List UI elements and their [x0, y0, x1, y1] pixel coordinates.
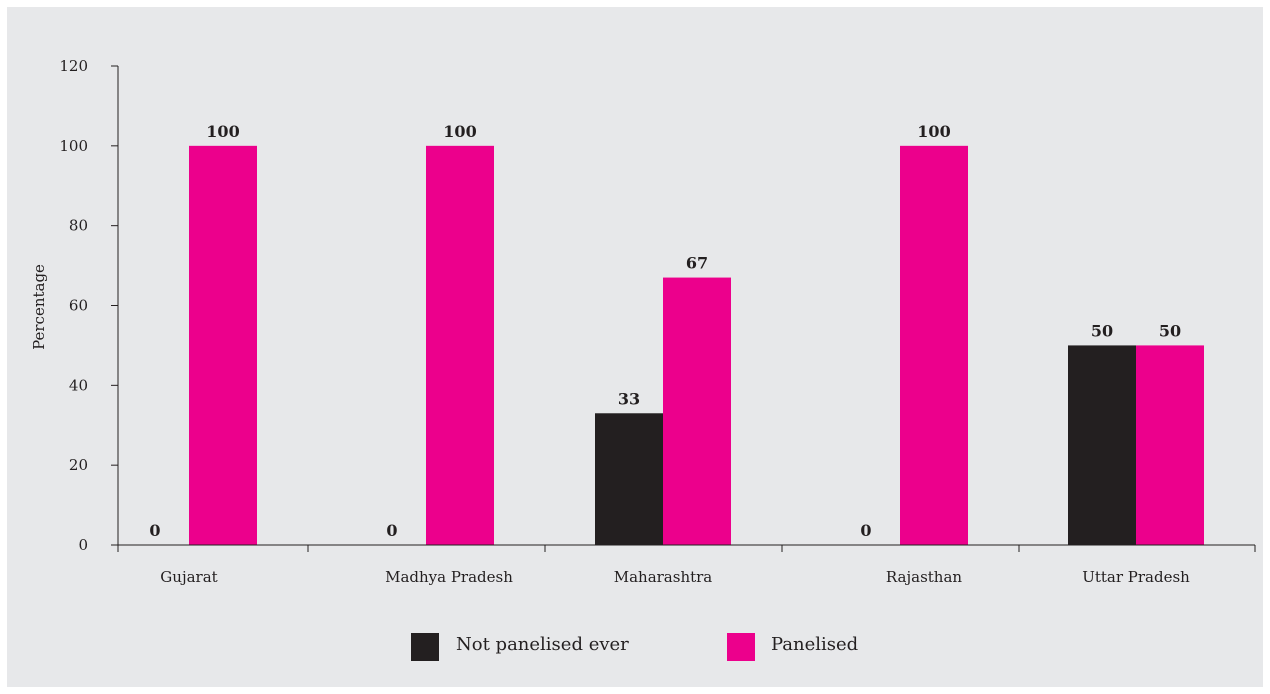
data-label: 50: [1091, 321, 1113, 340]
data-label: 0: [860, 521, 871, 540]
data-label: 100: [917, 122, 950, 141]
x-tick-label: Maharashtra: [614, 568, 713, 586]
y-tick-label: 100: [59, 137, 88, 155]
bar: [595, 413, 663, 545]
data-label: 33: [618, 389, 640, 408]
x-tick-label: Rajasthan: [886, 568, 963, 586]
bar: [1136, 345, 1204, 545]
axes-group: [111, 65, 1256, 552]
legend: Not panelised ever Panelised: [0, 630, 1270, 661]
bar: [900, 145, 968, 546]
data-label: 100: [443, 122, 476, 141]
x-tick-label: Gujarat: [160, 568, 217, 586]
y-tick-label: 60: [69, 297, 88, 315]
y-tick-label: 20: [69, 456, 88, 474]
legend-label: Not panelised ever: [456, 634, 629, 655]
bars-group: [189, 145, 1204, 546]
labels-group: 0 20 40 60 80 100 120 0 100 Gujarat 0 100 Madhya Pra…: [59, 57, 1190, 586]
data-label: 100: [206, 122, 239, 141]
legend-swatch: [727, 633, 755, 661]
bar: [426, 145, 494, 546]
x-tick-label: Madhya Pradesh: [385, 568, 513, 586]
data-label: 0: [149, 521, 160, 540]
data-label: 0: [386, 521, 397, 540]
y-tick-label: 0: [78, 536, 88, 554]
bar: [663, 277, 731, 545]
data-label: 50: [1159, 321, 1181, 340]
bar-chart: Percentage 0 20 40 60 80 100 120 0 100 Gujarat 0 10…: [30, 57, 1256, 586]
x-tick-label: Uttar Pradesh: [1082, 568, 1190, 586]
bar: [189, 145, 257, 546]
y-tick-label: 80: [69, 217, 88, 235]
bar: [1068, 345, 1136, 545]
y-tick-label: 120: [59, 57, 88, 75]
y-axis-label: Percentage: [30, 264, 48, 350]
legend-swatch: [411, 633, 439, 661]
legend-label: Panelised: [771, 634, 859, 655]
data-label: 67: [686, 254, 708, 273]
y-tick-label: 40: [69, 376, 88, 394]
